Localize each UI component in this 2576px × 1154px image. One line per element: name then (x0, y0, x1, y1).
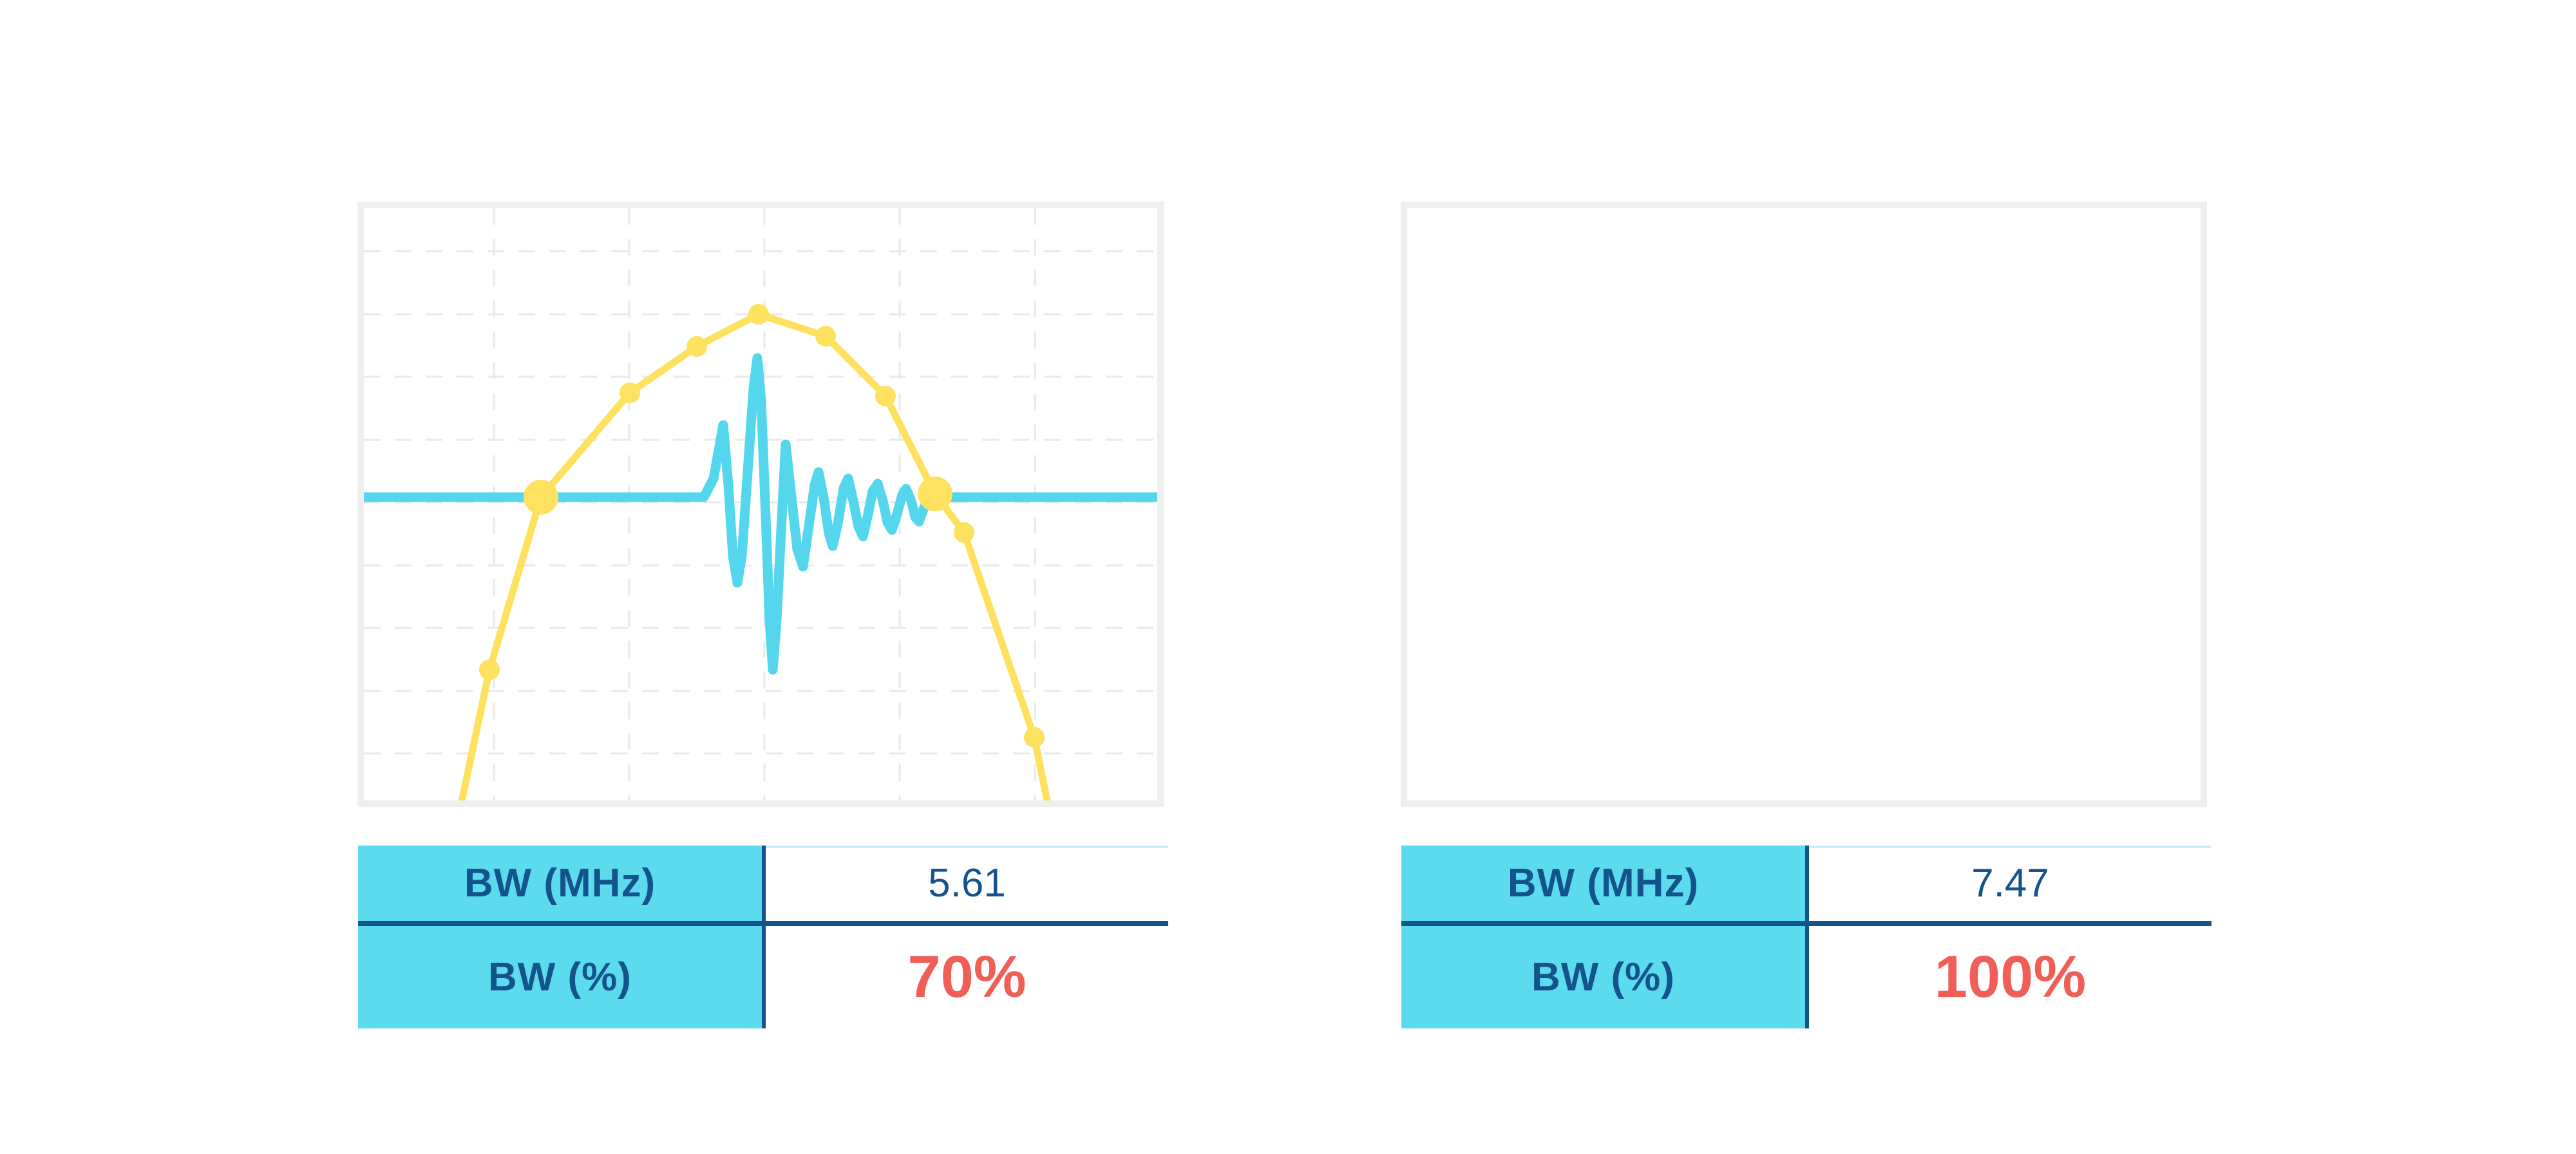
bw-mhz-label: BW (MHz) (1401, 846, 1805, 921)
table-vertical-divider (762, 926, 766, 1028)
spectrum-marker (687, 336, 707, 357)
bw-table-left: BW (MHz) 5.61 BW (%) 70% (358, 846, 1168, 1028)
spectrum-line (458, 310, 1051, 800)
table-vertical-divider (1805, 846, 1809, 921)
table-vertical-divider (762, 846, 766, 921)
spectrum-marker (875, 386, 896, 406)
spectrum-marker (748, 304, 769, 325)
bw-mhz-label: BW (MHz) (358, 846, 762, 921)
bandedge-marker (524, 480, 558, 515)
table-row-divider (1401, 921, 2211, 926)
spectrum-panel-right (1401, 202, 2207, 807)
spectrum-chart-right (1407, 208, 2201, 800)
table-vertical-divider (1805, 926, 1809, 1028)
bw-mhz-value: 7.47 (1809, 846, 2211, 921)
spectrum-marker (815, 326, 836, 346)
spectrum-marker (1024, 727, 1045, 748)
spectrum-chart-left (364, 208, 1157, 800)
bw-pct-value: 70% (766, 926, 1168, 1028)
spectrum-panel-left (357, 202, 1164, 807)
table-row-divider (358, 921, 1168, 926)
bw-pct-label: BW (%) (358, 926, 762, 1028)
bandedge-marker (918, 477, 952, 511)
bw-pct-value: 100% (1809, 926, 2211, 1028)
bw-pct-label: BW (%) (1401, 926, 1805, 1028)
pulse-line (364, 353, 1157, 675)
spectrum-marker (954, 522, 974, 543)
bw-mhz-value: 5.61 (766, 846, 1168, 921)
spectrum-marker (620, 383, 640, 403)
spectrum-marker (479, 659, 500, 680)
bw-table-right: BW (MHz) 7.47 BW (%) 100% (1401, 846, 2211, 1028)
